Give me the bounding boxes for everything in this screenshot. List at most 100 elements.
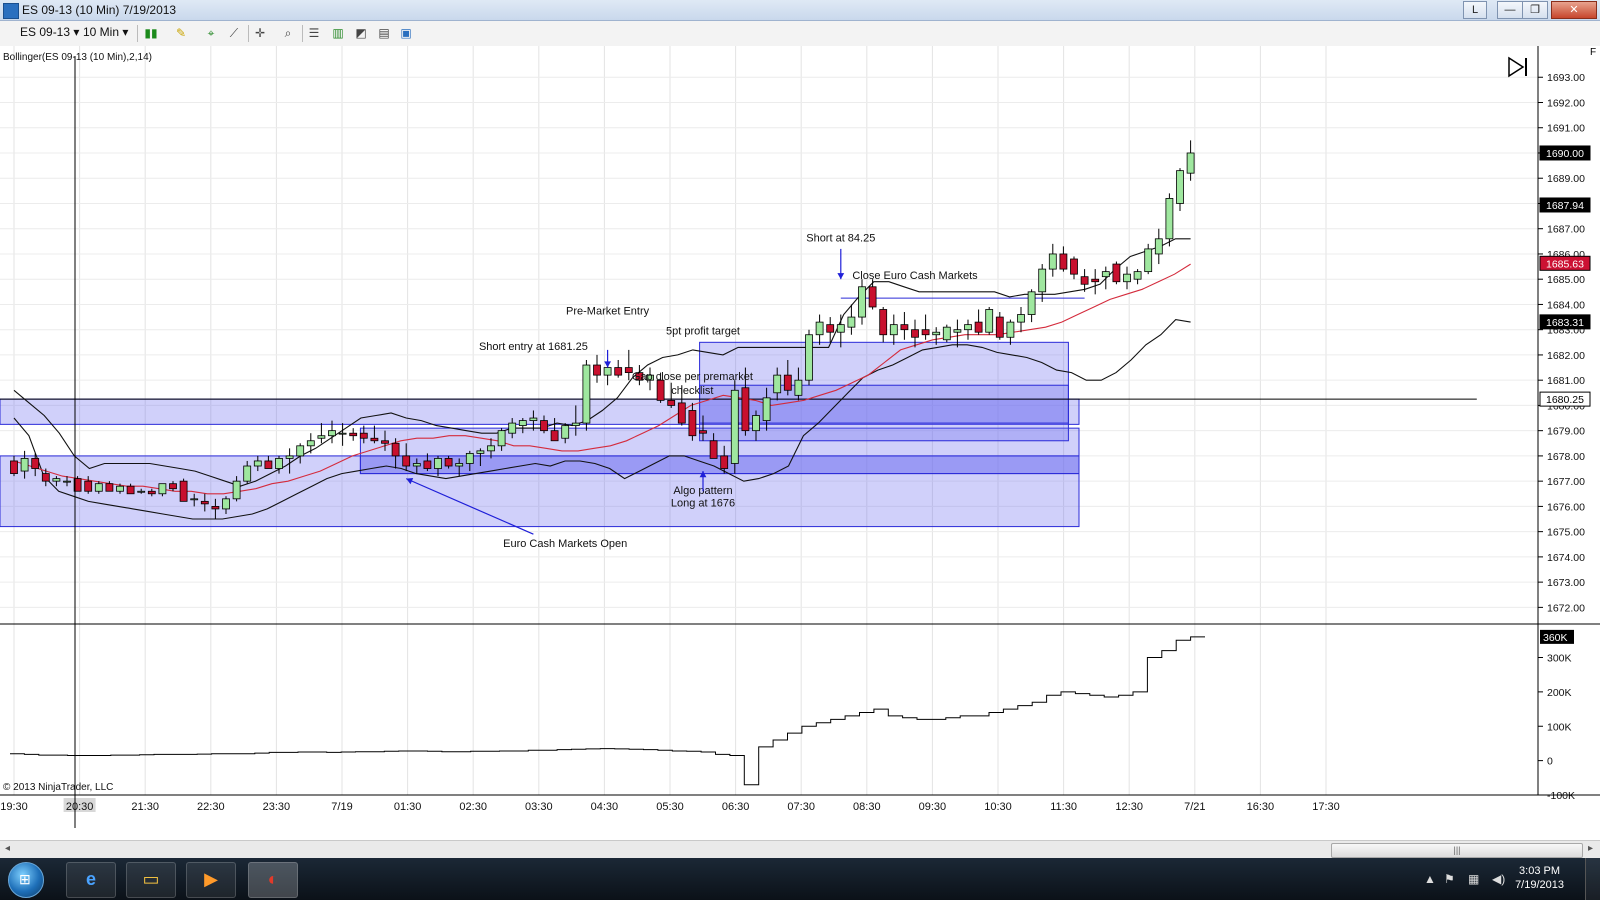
candle-up xyxy=(275,458,283,469)
pencil-icon[interactable]: ✎ xyxy=(175,26,187,40)
price-tick-label: 1677.00 xyxy=(1547,476,1585,488)
strategies-icon[interactable]: ◩ xyxy=(355,26,367,40)
bar-type-icon[interactable]: ▮▮ xyxy=(144,26,158,40)
price-tick-label: 1692.00 xyxy=(1547,97,1585,109)
horizontal-scrollbar[interactable]: ◂ ||| ▸ xyxy=(0,840,1600,859)
candle-up xyxy=(836,324,845,333)
candle-up xyxy=(603,367,612,376)
candle-up xyxy=(434,458,442,469)
time-tick-label: 07:30 xyxy=(787,801,815,813)
properties-icon[interactable]: ☰ xyxy=(308,26,320,40)
candle-up xyxy=(455,463,464,467)
minimize-button[interactable]: — xyxy=(1497,1,1523,19)
taskbar-ninjatrader-button[interactable]: ◐ xyxy=(248,862,298,898)
candle-down xyxy=(84,480,93,492)
crosshair-icon[interactable]: ✛ xyxy=(254,26,266,40)
data-box-icon[interactable]: ▤ xyxy=(378,26,390,40)
show-desktop-button[interactable] xyxy=(1585,858,1600,900)
price-axis[interactable]: 1693.001692.001691.001690.001689.001688.… xyxy=(1538,72,1591,614)
scroll-right-icon[interactable]: ▸ xyxy=(1588,843,1594,854)
action-center-flag-icon[interactable]: ⚑ xyxy=(1444,872,1455,886)
start-button[interactable]: ⊞ xyxy=(8,862,44,898)
time-tick-label: 11:30 xyxy=(1050,801,1077,813)
scroll-left-icon[interactable]: ◂ xyxy=(5,843,11,854)
price-marker xyxy=(1539,197,1591,213)
price-tick-label: 1675.00 xyxy=(1547,527,1585,539)
taskbar-clock[interactable]: 3:03 PM 7/19/2013 xyxy=(1515,864,1564,892)
zoom-icon[interactable]: ⌕ xyxy=(284,26,292,40)
price-tick-label: 1673.00 xyxy=(1547,577,1585,589)
candle-down xyxy=(667,399,676,406)
volume-tick-label: 200K xyxy=(1547,687,1572,699)
taskbar-ie-button[interactable]: e xyxy=(66,862,116,898)
time-tick-label: 23:30 xyxy=(263,801,291,813)
interval-selector[interactable]: 10 Min ▾ xyxy=(83,25,128,39)
tray-expand-icon[interactable]: ▲ xyxy=(1424,872,1436,886)
time-tick-label: 08:30 xyxy=(853,801,881,813)
candle-down xyxy=(635,372,644,381)
candle-up xyxy=(752,415,760,432)
taskbar-media-player-button[interactable]: ▶ xyxy=(186,862,236,898)
scrollbar-thumb[interactable]: ||| xyxy=(1331,843,1583,858)
candle-down xyxy=(179,480,188,502)
candle-down xyxy=(783,374,792,391)
taskbar-explorer-button[interactable]: ▭ xyxy=(126,862,176,898)
candle-down xyxy=(699,430,707,434)
candle-down xyxy=(826,324,835,333)
price-chart[interactable]: Short entry at 1681.25 Pre-Market Entry 5p… xyxy=(0,46,1600,840)
candle-down xyxy=(1070,258,1078,275)
price-tick-label: 1687.00 xyxy=(1547,224,1585,236)
time-axis[interactable]: 19:30 20:30 21:30 22:30 23:30 7/19 01:30 02:30 0… xyxy=(0,798,1340,813)
candle-up xyxy=(20,458,29,472)
candle-up xyxy=(476,450,485,454)
price-marker xyxy=(1539,145,1591,161)
annotation-arrow-line xyxy=(405,478,534,535)
price-marker xyxy=(1539,391,1591,407)
candle-up xyxy=(1123,273,1131,283)
annotation-arrowhead xyxy=(604,361,611,368)
candle-down xyxy=(614,367,623,376)
link-button[interactable]: L xyxy=(1463,1,1487,19)
folder-icon: ▭ xyxy=(142,869,160,889)
time-tick-label: 21:30 xyxy=(131,801,159,813)
candle-down xyxy=(1112,263,1121,283)
candle-up xyxy=(232,480,241,500)
candle-up xyxy=(1101,271,1110,278)
network-icon[interactable]: ▦ xyxy=(1468,872,1480,886)
indicators-icon[interactable]: ▥ xyxy=(332,26,344,40)
time-tick-label: 17:30 xyxy=(1312,801,1340,813)
grid-lines xyxy=(0,46,1538,795)
remove-drawing-icon[interactable]: ⟋ xyxy=(229,26,239,40)
interval-label: 10 Min xyxy=(83,25,120,39)
maximize-button[interactable]: ❐ xyxy=(1522,1,1548,19)
copyright-text: © 2013 NinjaTrader, LLC xyxy=(3,782,113,793)
candle-down xyxy=(1091,278,1100,283)
clock-time: 3:03 PM xyxy=(1519,865,1561,877)
candle-down xyxy=(879,309,888,336)
candle-down xyxy=(974,321,983,333)
drawing-tool-icon[interactable]: ⌖ xyxy=(207,26,215,40)
candle-down xyxy=(402,455,411,467)
price-marker-label: 1690.00 xyxy=(1546,148,1584,160)
candle-down xyxy=(1059,253,1068,270)
price-tick-label: 1674.00 xyxy=(1547,552,1585,564)
candle-up xyxy=(243,465,252,482)
candle-down xyxy=(550,430,559,442)
bollinger-upper-band xyxy=(13,238,1191,487)
candle-up xyxy=(1048,253,1057,270)
candle-up xyxy=(1144,248,1153,273)
candle-up xyxy=(942,326,951,341)
candle-up xyxy=(497,430,506,447)
price-tick-label: 1672.00 xyxy=(1547,602,1585,614)
media-player-icon: ▶ xyxy=(204,869,218,889)
candle-down xyxy=(264,460,273,469)
instrument-selector[interactable]: ES 09-13 ▾ xyxy=(20,25,79,39)
chart-trader-icon[interactable]: ▣ xyxy=(400,26,412,40)
time-tick-label: 02:30 xyxy=(459,801,487,813)
panel-format-icon[interactable]: F xyxy=(1590,47,1596,58)
close-button[interactable]: ✕ xyxy=(1551,1,1597,19)
volume-icon[interactable]: ◀) xyxy=(1492,872,1506,886)
candle-down xyxy=(73,478,82,492)
chart-toolbar: ES 09-13 ▾ 10 Min ▾ ▮▮ ✎ ⌖ ⟋ ✛ ⌕ ☰ ▥ ◩ ▤… xyxy=(0,21,1600,47)
scroll-to-end-icon[interactable] xyxy=(1508,56,1527,78)
